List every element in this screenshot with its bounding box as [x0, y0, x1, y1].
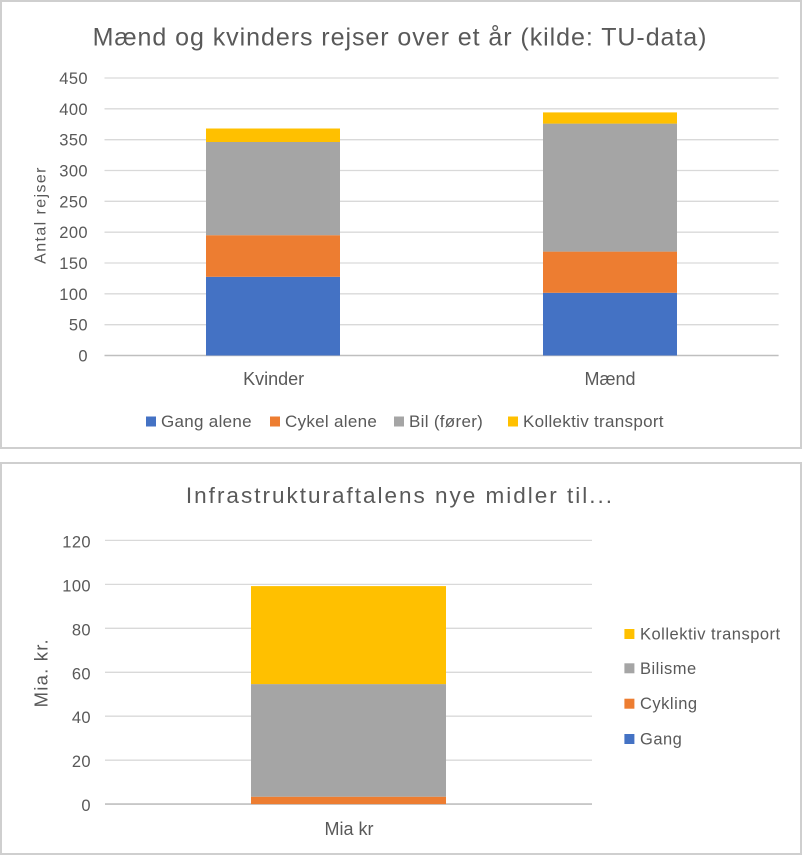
svg-text:Bilisme: Bilisme [640, 660, 697, 678]
svg-text:Kollektiv transport: Kollektiv transport [640, 626, 781, 644]
svg-text:50: 50 [69, 317, 88, 335]
svg-text:Mænd og kvinders rejser over e: Mænd og kvinders rejser over et år (kild… [93, 24, 708, 52]
svg-text:120: 120 [62, 533, 91, 551]
svg-text:150: 150 [59, 255, 88, 273]
svg-text:Gang: Gang [640, 731, 682, 749]
svg-text:300: 300 [59, 163, 88, 181]
svg-text:Mia. kr.: Mia. kr. [31, 638, 52, 707]
svg-text:0: 0 [81, 797, 91, 815]
svg-text:250: 250 [59, 193, 88, 211]
svg-text:450: 450 [59, 70, 88, 88]
svg-text:60: 60 [72, 665, 91, 683]
svg-text:40: 40 [72, 709, 91, 727]
svg-text:100: 100 [62, 577, 91, 595]
svg-text:20: 20 [72, 753, 91, 771]
svg-text:80: 80 [72, 621, 91, 639]
svg-text:Bil (fører): Bil (fører) [409, 412, 483, 431]
svg-text:Gang alene: Gang alene [161, 412, 252, 431]
svg-text:Kvinder: Kvinder [243, 369, 304, 389]
svg-text:400: 400 [59, 101, 88, 119]
svg-text:100: 100 [59, 286, 88, 304]
svg-text:Cykling: Cykling [640, 695, 698, 713]
svg-text:Kollektiv transport: Kollektiv transport [523, 412, 664, 431]
svg-text:200: 200 [59, 224, 88, 242]
svg-text:Cykel alene: Cykel alene [285, 412, 377, 431]
svg-text:350: 350 [59, 132, 88, 150]
svg-text:Mia kr: Mia kr [325, 819, 374, 839]
svg-text:Mænd: Mænd [584, 369, 635, 389]
svg-text:0: 0 [78, 348, 88, 366]
svg-text:Infrastrukturaftalens nye midl: Infrastrukturaftalens nye midler til... [186, 483, 614, 508]
svg-text:Antal rejser: Antal rejser [32, 166, 49, 264]
